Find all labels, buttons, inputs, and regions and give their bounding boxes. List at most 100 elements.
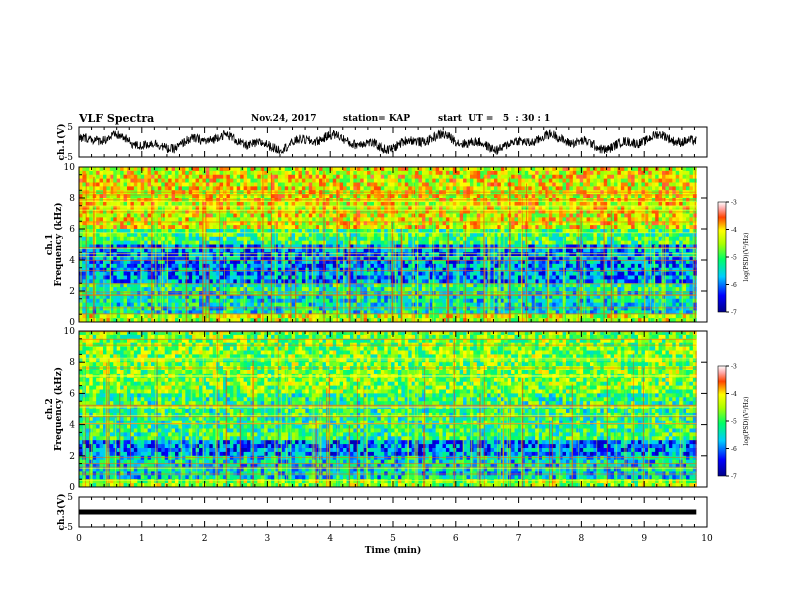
spectrogram-cell [113, 275, 118, 280]
spectrogram-cell [339, 225, 344, 230]
spectrogram-cell [473, 225, 478, 230]
spectrogram-cell [517, 232, 522, 238]
spectrogram-cell [384, 263, 389, 269]
spectrogram-cell [514, 221, 519, 226]
spectrogram-cell [257, 213, 262, 218]
spectrogram-cell [641, 167, 646, 172]
spectrogram-cell [665, 174, 670, 180]
spectrogram-cell [651, 236, 656, 242]
spectrogram-cell [370, 236, 375, 242]
spectrogram-cell [295, 240, 299, 245]
spectrogram-cell [147, 271, 152, 276]
spectrogram-cell [504, 275, 509, 280]
spectrogram-cell [517, 271, 522, 276]
spectrogram-cell [301, 221, 306, 226]
spectrogram-cell [223, 221, 227, 226]
spectrogram-cell [490, 167, 495, 172]
spectrogram-cell [288, 263, 293, 269]
spectrogram-cell [181, 170, 186, 176]
spectrogram-cell [99, 178, 104, 183]
spectrogram-cell [397, 225, 402, 230]
spectrogram-cell [356, 201, 361, 207]
spectrogram-cell [240, 271, 245, 276]
spectrogram-cell [624, 174, 629, 180]
spectrogram-cell [325, 182, 330, 187]
spectrogram-cell [476, 182, 481, 187]
spectrogram-cell [545, 252, 550, 257]
spectrogram-cell [469, 275, 474, 280]
spectrogram-cell [449, 271, 454, 276]
spectrogram-cell [387, 194, 392, 199]
spectrogram-cell [236, 182, 241, 187]
spectrogram-cell [439, 260, 443, 265]
spectrogram-cell [308, 260, 313, 265]
spectrogram-cell [349, 182, 354, 187]
spectrogram-cell [305, 267, 310, 273]
spectrogram-cell [360, 182, 365, 187]
spectrogram-cell [250, 279, 255, 284]
spectrogram-cell [401, 201, 406, 207]
spectrogram-cell [569, 236, 574, 242]
spectrogram-cell [541, 232, 546, 238]
spectrogram-cell [535, 252, 539, 257]
spectrogram-cell [168, 263, 172, 269]
spectrogram-cell [113, 217, 118, 222]
spectrogram-cell [164, 194, 169, 199]
spectrogram-cell [514, 213, 519, 218]
spectrogram-cell [247, 229, 251, 234]
spectrogram-cell [319, 225, 323, 230]
spectrogram-cell [157, 279, 162, 284]
spectrogram-cell [445, 201, 450, 207]
spectrogram-cell [212, 182, 217, 187]
spectrogram-cell [497, 217, 502, 222]
spectrogram-cell [545, 167, 550, 172]
spectrogram-cell [593, 225, 598, 230]
spectrogram-cell [130, 275, 135, 280]
spectrogram-cell [339, 213, 344, 218]
spectrogram-cell [185, 260, 190, 265]
spectrogram-cell [147, 225, 152, 230]
spectrogram-cell [240, 178, 245, 183]
spectrogram-cell [517, 267, 522, 273]
spectrogram-cell [469, 194, 474, 199]
spectrogram-cell [528, 267, 533, 273]
spectrogram-cell [493, 252, 498, 257]
spectrogram-cell [171, 221, 176, 226]
spectrogram-cell [329, 221, 334, 226]
spectrogram-cell [483, 178, 488, 183]
spectrogram-cell [336, 225, 341, 230]
spectrogram-cell [620, 186, 625, 191]
spectrogram-cell [109, 205, 114, 211]
spectrogram-cell [123, 279, 128, 284]
spectrogram-cell [157, 217, 162, 222]
spectrogram-cell [202, 170, 207, 176]
spectrogram-cell [370, 271, 375, 276]
spectrogram-cell [655, 205, 659, 211]
spectrogram-cell [408, 236, 413, 242]
spectrogram-cell [257, 263, 262, 269]
spectrogram-cell [651, 221, 656, 226]
spectrogram-cell [668, 205, 673, 211]
spectrogram-cell [559, 217, 563, 222]
spectrogram-cell [137, 252, 142, 257]
spectrogram-cell [651, 174, 656, 180]
spectrogram-cell [627, 182, 632, 187]
spectrogram-cell [130, 267, 135, 273]
spectrogram-cell [312, 244, 317, 249]
spectrogram-cell [517, 194, 522, 199]
spectrogram-cell [593, 170, 598, 176]
spectrogram-cell [452, 232, 457, 238]
spectrogram-cell [493, 170, 498, 176]
spectrogram-cell [490, 229, 495, 234]
spectrogram-cell [325, 217, 330, 222]
spectrogram-cell [164, 182, 169, 187]
spectrogram-cell [343, 194, 347, 199]
spectrogram-cell [178, 167, 183, 172]
spectrogram-cell [336, 221, 341, 226]
spectrogram-cell [363, 271, 368, 276]
spectrogram-cell [113, 178, 118, 183]
spectrogram-cell [425, 170, 430, 176]
spectrogram-cell [298, 217, 303, 222]
spectrogram-cell [528, 229, 533, 234]
spectrogram-cell [284, 275, 289, 280]
